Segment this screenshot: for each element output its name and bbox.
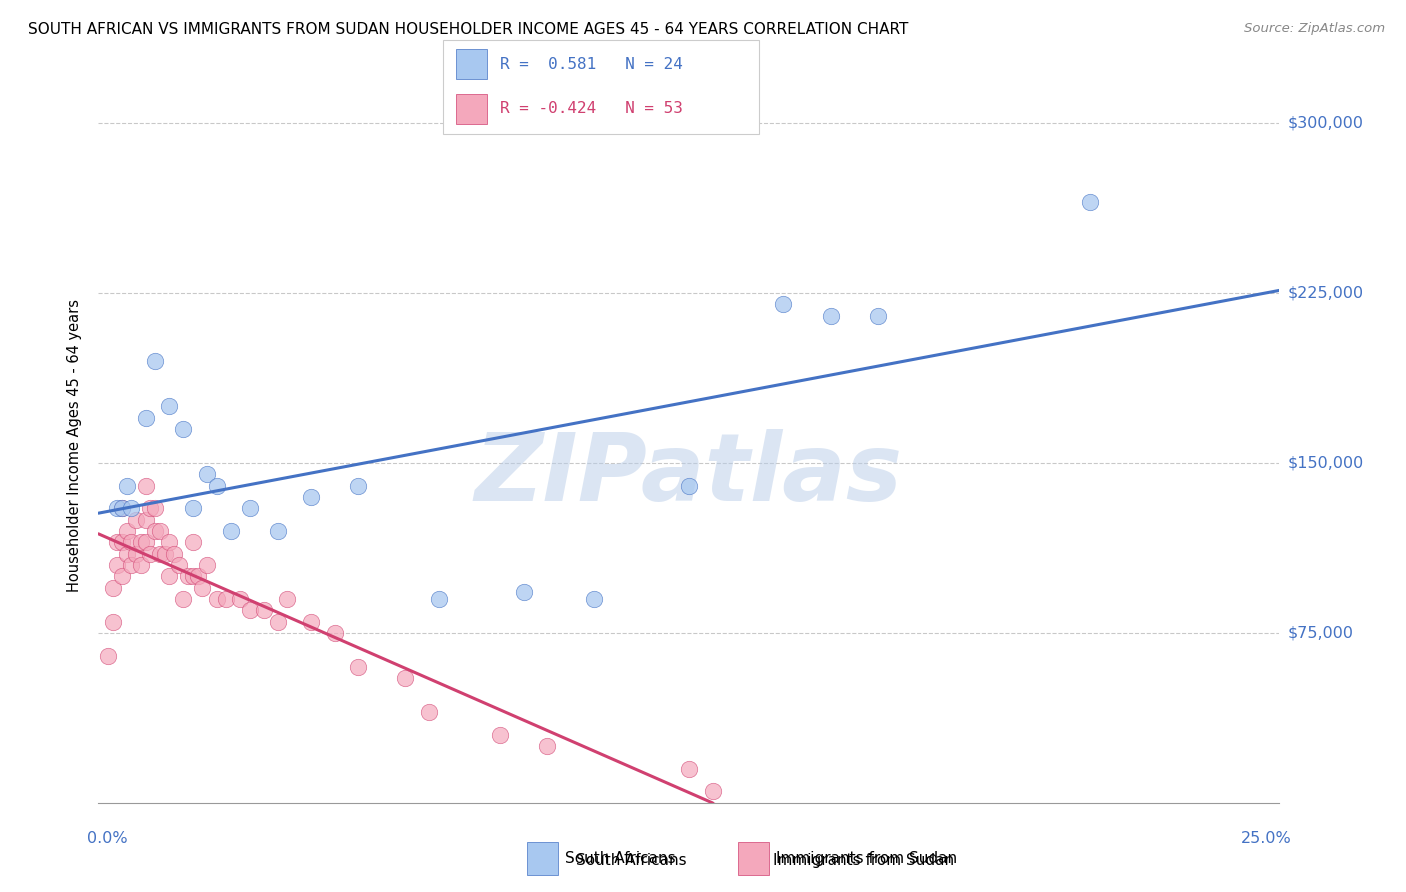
Point: [157, 400, 180, 414]
Point: [143, 354, 166, 368]
Text: SOUTH AFRICAN VS IMMIGRANTS FROM SUDAN HOUSEHOLDER INCOME AGES 45 - 64 YEARS COR: SOUTH AFRICAN VS IMMIGRANTS FROM SUDAN H…: [28, 22, 908, 37]
Point: [239, 603, 262, 617]
Point: [427, 591, 450, 606]
Point: [157, 535, 180, 549]
Point: [101, 581, 124, 595]
Point: [105, 558, 128, 572]
Point: [583, 591, 606, 606]
Point: [536, 739, 558, 754]
Text: R =  0.581   N = 24: R = 0.581 N = 24: [501, 56, 683, 71]
Text: Source: ZipAtlas.com: Source: ZipAtlas.com: [1244, 22, 1385, 36]
Point: [97, 648, 120, 663]
Point: [139, 547, 162, 561]
Point: [135, 535, 157, 549]
Point: [115, 478, 138, 492]
Point: [205, 591, 228, 606]
Point: [181, 501, 204, 516]
FancyBboxPatch shape: [443, 40, 759, 134]
Point: [177, 569, 200, 583]
Point: [1080, 195, 1102, 210]
Point: [187, 569, 209, 583]
Text: $300,000: $300,000: [1288, 116, 1364, 131]
Point: [181, 569, 204, 583]
Point: [195, 467, 218, 482]
Text: Immigrants from Sudan: Immigrants from Sudan: [773, 854, 955, 868]
Text: ZIPatlas: ZIPatlas: [475, 428, 903, 521]
Text: $225,000: $225,000: [1288, 285, 1364, 301]
Point: [772, 297, 794, 311]
Point: [157, 569, 180, 583]
Point: [111, 535, 134, 549]
Text: $75,000: $75,000: [1288, 625, 1354, 640]
Point: [105, 535, 128, 549]
Point: [121, 501, 143, 516]
Text: 25.0%: 25.0%: [1240, 831, 1291, 847]
Point: [489, 728, 512, 742]
Point: [149, 547, 172, 561]
Point: [323, 626, 346, 640]
Point: [121, 535, 143, 549]
Point: [229, 591, 252, 606]
Point: [299, 615, 322, 629]
Point: [215, 591, 238, 606]
Point: [678, 762, 700, 776]
Text: Immigrants from Sudan: Immigrants from Sudan: [776, 851, 957, 866]
Point: [512, 585, 534, 599]
Point: [276, 591, 298, 606]
Point: [167, 558, 190, 572]
Bar: [738, 842, 769, 875]
Point: [115, 547, 138, 561]
Text: $150,000: $150,000: [1288, 456, 1364, 470]
Point: [418, 705, 440, 719]
Point: [267, 524, 290, 538]
Point: [820, 309, 842, 323]
Point: [111, 501, 134, 516]
Text: South Africans: South Africans: [565, 851, 676, 866]
Point: [866, 309, 889, 323]
Point: [129, 558, 152, 572]
Point: [115, 524, 138, 538]
Point: [105, 501, 128, 516]
Point: [121, 558, 143, 572]
Point: [299, 490, 322, 504]
Point: [135, 478, 157, 492]
Bar: [456, 48, 486, 79]
Point: [163, 547, 186, 561]
Point: [702, 784, 724, 798]
Point: [267, 615, 290, 629]
Point: [172, 591, 194, 606]
Bar: [527, 842, 558, 875]
Point: [139, 501, 162, 516]
Point: [101, 615, 124, 629]
Point: [195, 558, 218, 572]
Point: [172, 422, 194, 436]
Point: [149, 524, 172, 538]
Point: [678, 478, 700, 492]
Point: [347, 660, 370, 674]
Bar: [456, 94, 486, 125]
Point: [111, 501, 134, 516]
Text: R = -0.424   N = 53: R = -0.424 N = 53: [501, 102, 683, 117]
Point: [205, 478, 228, 492]
Point: [135, 513, 157, 527]
Point: [253, 603, 276, 617]
Point: [347, 478, 370, 492]
Point: [125, 513, 148, 527]
Point: [191, 581, 214, 595]
Point: [239, 501, 262, 516]
Point: [125, 547, 148, 561]
Text: South Africans: South Africans: [576, 854, 688, 868]
Point: [135, 410, 157, 425]
Point: [129, 535, 152, 549]
Point: [181, 535, 204, 549]
Point: [143, 501, 166, 516]
Y-axis label: Householder Income Ages 45 - 64 years: Householder Income Ages 45 - 64 years: [67, 300, 83, 592]
Point: [153, 547, 176, 561]
Text: 0.0%: 0.0%: [87, 831, 127, 847]
Point: [143, 524, 166, 538]
Point: [111, 569, 134, 583]
Point: [394, 671, 416, 685]
Point: [219, 524, 242, 538]
